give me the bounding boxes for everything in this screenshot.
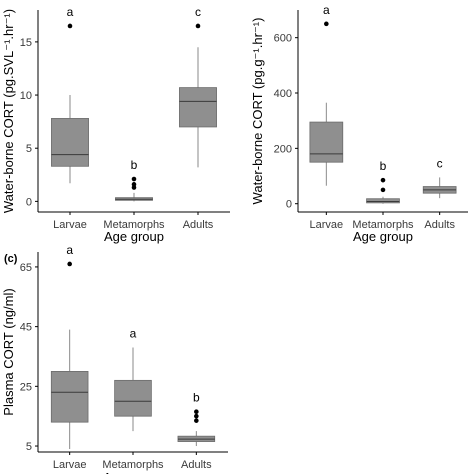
- y-axis-title: Plasma CORT (ng/ml): [1, 288, 16, 415]
- chart-panel-2: 0 200 400 600 Larvae Metamorphs Adults Age grou…: [250, 3, 468, 244]
- box-adults: b: [177, 391, 216, 447]
- box-larvae: a: [309, 3, 344, 186]
- y-axis-title: Water-borne CORT (pg.SVL⁻¹.hr⁻¹): [1, 9, 16, 213]
- chart-panel-3: (c) 5 25 45 65 Larvae Metamorphs Adults Age grou…: [1, 243, 228, 474]
- y-tick-label: 15: [20, 37, 32, 49]
- outlier-point: [131, 176, 137, 182]
- box-adults: c: [179, 5, 217, 168]
- x-axis-title: Age group: [353, 229, 413, 244]
- significance-letter: b: [131, 158, 138, 172]
- x-tick-label: Larvae: [310, 219, 344, 231]
- outlier-point: [131, 182, 137, 187]
- x-tick-label: Larvae: [53, 219, 87, 231]
- outlier-point: [131, 185, 137, 190]
- x-tick-label: Adults: [181, 459, 212, 471]
- x-tick-label: Adults: [183, 219, 214, 231]
- outlier-point: [324, 21, 329, 27]
- x-tick-label: Larvae: [53, 459, 87, 471]
- outlier-point: [67, 23, 73, 29]
- box-adults: c: [422, 156, 457, 199]
- y-tick-label: 400: [274, 88, 292, 100]
- outlier-point: [380, 177, 386, 183]
- significance-letter: a: [130, 327, 137, 341]
- y-tick-label: 25: [20, 381, 32, 393]
- x-tick-label: Adults: [424, 219, 455, 231]
- significance-letter: c: [195, 5, 201, 19]
- x-tick-label: Metamorphs: [352, 219, 414, 231]
- x-tick-label: Metamorphs: [103, 219, 165, 231]
- panel-label: (c): [4, 253, 18, 265]
- box-metamorphs: b: [366, 159, 400, 204]
- significance-letter: a: [67, 5, 74, 19]
- box-larvae: a: [50, 243, 89, 450]
- x-tick-label: Metamorphs: [102, 459, 164, 471]
- outlier-point: [194, 409, 199, 415]
- y-tick-label: 5: [26, 441, 32, 453]
- y-tick-label: 65: [20, 262, 32, 274]
- x-axis-title: Age group: [103, 470, 163, 474]
- significance-letter: b: [193, 391, 200, 405]
- box-iqr: [179, 87, 217, 128]
- box-iqr: [50, 371, 89, 423]
- y-tick-label: 5: [26, 143, 32, 155]
- chart-panel-1: 0 5 10 15 Larvae Metamorphs Adults Age group Wat…: [1, 5, 230, 244]
- box-metamorphs: b: [115, 158, 153, 202]
- y-tick-label: 600: [274, 33, 292, 45]
- outlier-point: [195, 23, 201, 29]
- y-tick-label: 10: [20, 90, 32, 102]
- box-larvae: a: [51, 5, 89, 184]
- outlier-point: [194, 418, 199, 423]
- significance-letter: a: [66, 243, 73, 257]
- significance-letter: a: [323, 3, 330, 17]
- significance-letter: c: [437, 156, 443, 170]
- box-iqr: [114, 379, 152, 417]
- y-tick-label: 45: [20, 322, 32, 334]
- y-tick-label: 200: [274, 143, 292, 155]
- y-tick-label: 0: [286, 199, 292, 211]
- significance-letter: b: [380, 159, 387, 173]
- y-axis-title: Water-borne CORT (pg.g⁻¹.hr⁻¹): [250, 18, 265, 205]
- box-iqr: [309, 121, 344, 163]
- outlier-point: [380, 187, 386, 193]
- outlier-point: [67, 261, 72, 267]
- box-iqr: [51, 118, 89, 167]
- box-iqr: [366, 198, 400, 204]
- y-tick-label: 0: [26, 196, 32, 208]
- outlier-point: [194, 413, 199, 419]
- x-axis-title: Age group: [104, 229, 164, 244]
- box-metamorphs: a: [114, 327, 152, 432]
